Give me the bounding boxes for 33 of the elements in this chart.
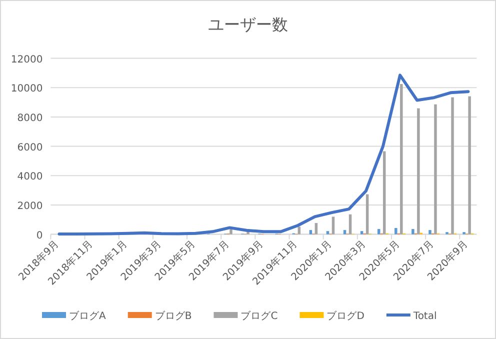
legend-label: ブログB (154, 310, 192, 322)
legend-label: ブログA (69, 310, 106, 322)
bar (332, 216, 335, 234)
y-tick-label: 4000 (17, 172, 43, 183)
bar (366, 194, 369, 234)
title: ユーザー数 (208, 15, 288, 34)
y-tick-label: 2000 (17, 200, 43, 212)
y-tick-label: 0 (36, 230, 43, 242)
bar (348, 214, 352, 234)
y-tick-label: 10000 (10, 84, 43, 95)
legend-label: Total (412, 311, 437, 322)
bar (451, 97, 454, 234)
bar (314, 223, 318, 234)
bar (428, 230, 432, 234)
bar (434, 104, 437, 234)
y-tick-label: 12000 (10, 54, 43, 66)
bar (230, 229, 232, 234)
bar (400, 84, 403, 234)
bar (412, 229, 414, 234)
bar (468, 96, 471, 234)
bar (382, 151, 386, 234)
legend-label: ブログC (240, 310, 278, 322)
bar (360, 231, 364, 234)
bar (326, 231, 330, 234)
y-tick-label: 6000 (17, 142, 43, 154)
bar (394, 228, 398, 234)
bar (309, 230, 312, 234)
bar (298, 226, 301, 234)
bar (343, 230, 346, 234)
bar (377, 229, 380, 234)
y-tick-label: 8000 (17, 112, 43, 124)
bar (417, 108, 420, 234)
legend-label: ブログD (326, 310, 365, 322)
